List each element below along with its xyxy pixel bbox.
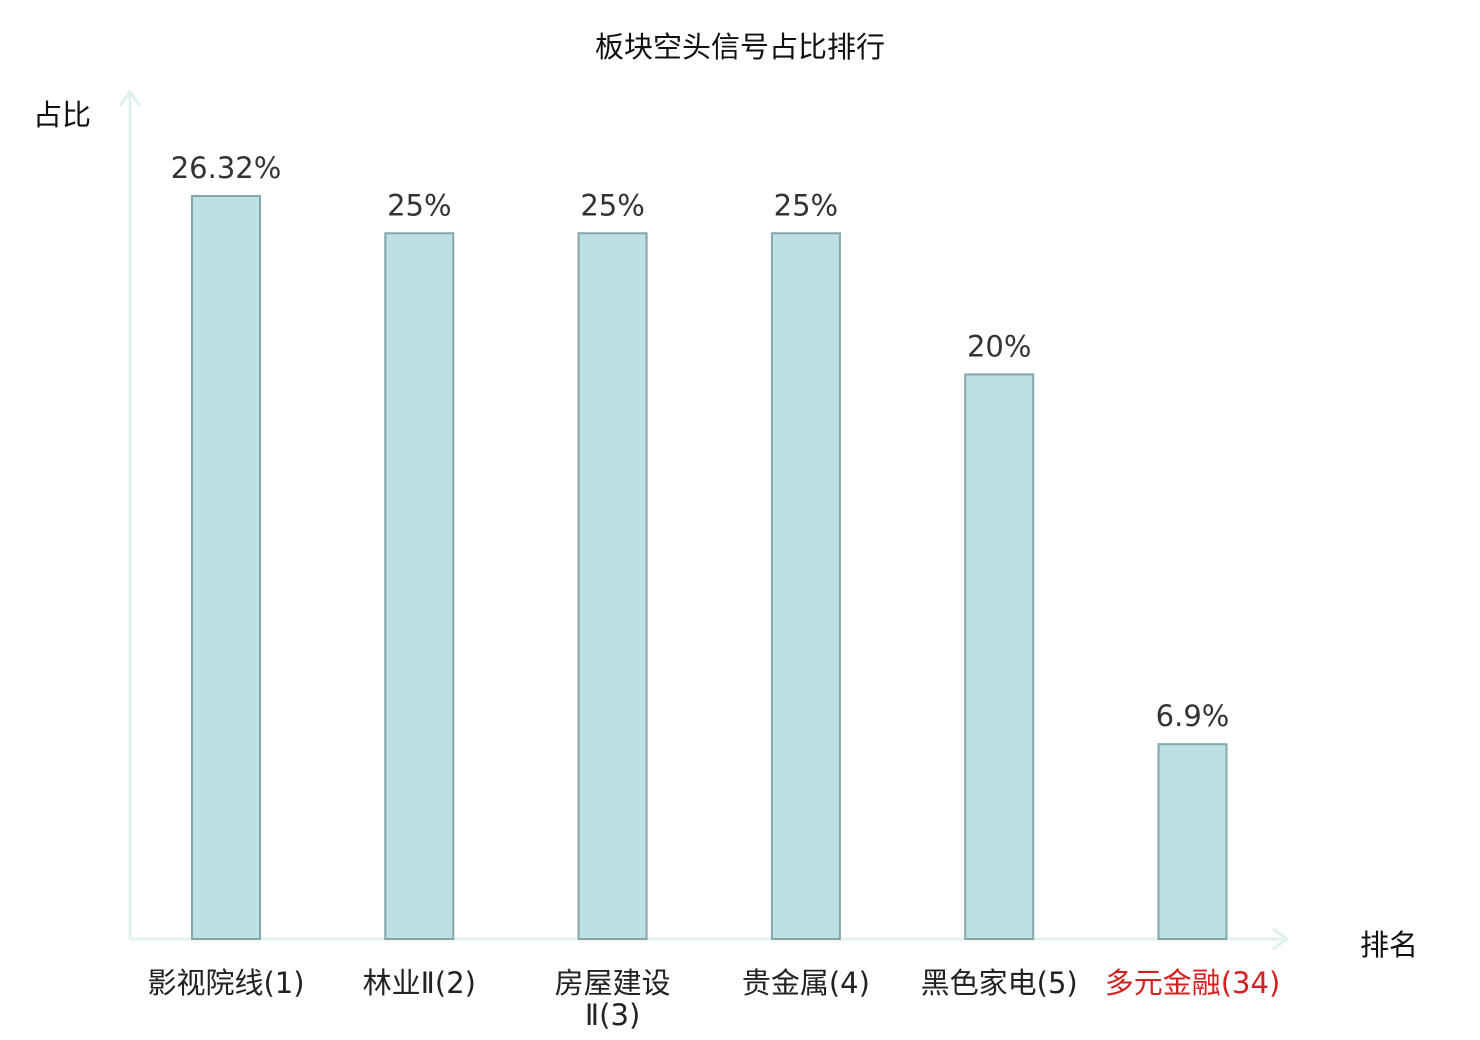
value-label: 26.32% bbox=[171, 151, 282, 185]
bars bbox=[191, 194, 1228, 941]
bar bbox=[191, 194, 261, 941]
x-axis-arrow bbox=[1272, 927, 1290, 951]
chart-title: 板块空头信号占比排行 bbox=[594, 30, 885, 64]
category-label: 林业Ⅱ(2) bbox=[362, 966, 476, 1000]
axes bbox=[118, 89, 1290, 951]
value-label: 20% bbox=[967, 329, 1031, 363]
value-label: 25% bbox=[387, 188, 451, 222]
value-label: 6.9% bbox=[1156, 699, 1230, 733]
bar bbox=[964, 373, 1035, 940]
category-label: 房屋建设Ⅱ(3) bbox=[554, 966, 671, 1032]
bar bbox=[384, 232, 455, 940]
value-label: 25% bbox=[580, 188, 644, 222]
bar bbox=[1157, 743, 1228, 941]
bar bbox=[577, 232, 648, 940]
value-label: 25% bbox=[774, 188, 838, 222]
x-axis-label: 排名 bbox=[1360, 928, 1419, 962]
category-label: 黑色家电(5) bbox=[920, 966, 1078, 1000]
bar bbox=[770, 232, 841, 940]
y-axis-arrow bbox=[118, 89, 142, 107]
category-label: 多元金融(34) bbox=[1104, 966, 1281, 1000]
category-label: 影视院线(1) bbox=[147, 966, 305, 1000]
value-labels: 26.32% 25% 25% 25% 20% 6.9% bbox=[171, 151, 1230, 733]
category-label: 贵金属(4) bbox=[741, 966, 870, 1000]
y-axis-label: 占比 bbox=[33, 98, 92, 132]
